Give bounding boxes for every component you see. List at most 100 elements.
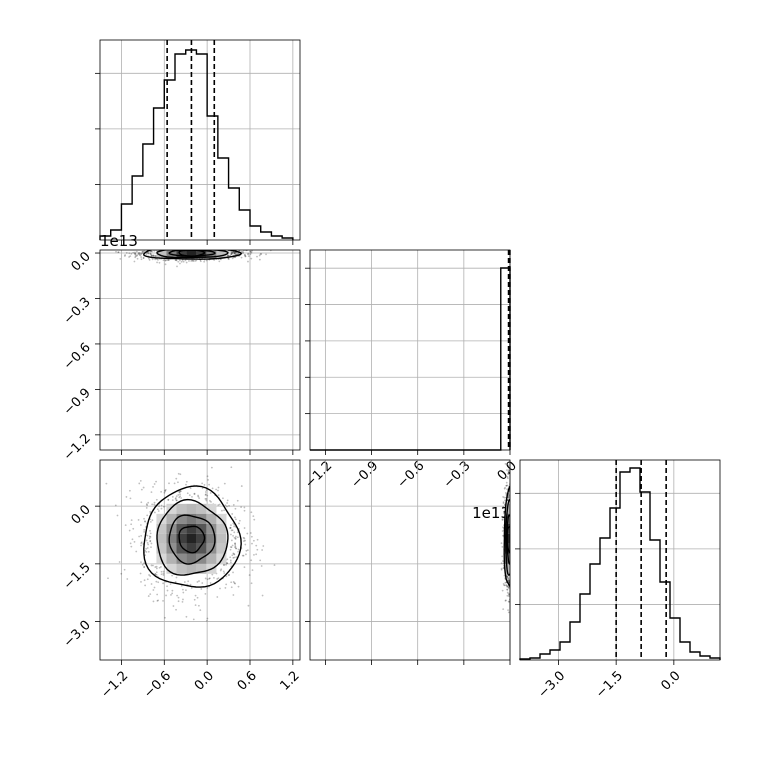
param-3-vs-param-2-sample-point — [513, 572, 515, 574]
param-3-vs-param-1-plot-area — [105, 466, 276, 622]
param-3-vs-param-2-sample-point — [514, 488, 516, 490]
param-3-vs-param-1-sample-point — [156, 599, 159, 602]
param-3-vs-param-1-sample-point — [230, 533, 232, 536]
param-3-vs-param-2-sample-point — [512, 595, 514, 597]
param-2-vs-param-1-frame — [99, 249, 301, 451]
param-3-vs-param-1-sample-point — [243, 509, 246, 512]
param-3-vs-param-2-sample-point — [514, 551, 516, 553]
param-3-vs-param-1-sample-point — [261, 594, 264, 597]
marginal-param-2-histogram — [310, 267, 511, 451]
param-3-vs-param-1-sample-point — [229, 527, 231, 529]
param-3-vs-param-2-sample-point — [506, 576, 509, 578]
param-3-vs-param-2-sample-point — [513, 508, 515, 510]
marginal-param-2-offset-label: 1e13 — [472, 504, 510, 522]
param-3-vs-param-2-sample-point — [507, 611, 510, 614]
param-3-vs-param-1-sample-point — [160, 507, 163, 510]
param-3-vs-param-1-sample-point — [206, 617, 209, 620]
param-2-vs-param-1-sample-point — [166, 247, 168, 249]
param-2-vs-param-1-sample-point — [150, 254, 153, 256]
param-3-vs-param-2-sample-point — [511, 576, 513, 578]
param-3-vs-param-1-sample-point — [151, 503, 154, 506]
param-3-vs-param-2-sample-point — [513, 567, 515, 569]
param-2-vs-param-1-sample-point — [234, 252, 236, 254]
param-2-vs-param-1-sample-point — [198, 244, 200, 246]
param-3-vs-param-1-sample-point — [160, 565, 162, 568]
param-3-vs-param-1-sample-point — [233, 553, 236, 556]
param-3-vs-param-2-sample-point — [516, 528, 518, 530]
param-2-vs-param-1-sample-point — [256, 255, 258, 258]
param-3-vs-param-2-sample-point — [516, 528, 518, 530]
param-3-vs-param-2-sample-point — [508, 451, 510, 453]
param-3-vs-param-1-density-cell — [176, 543, 187, 554]
param-2-vs-param-1-sample-point — [140, 252, 143, 255]
param-3-vs-param-1-sample-point — [125, 496, 128, 498]
param-3-vs-param-2-sample-point — [514, 489, 516, 491]
param-2-vs-param-1-sample-point — [192, 259, 195, 262]
param-3-vs-param-2-sample-point — [501, 589, 504, 592]
param-3-vs-param-2-sample-point — [500, 568, 503, 571]
param-2-vs-param-1-sample-point — [151, 247, 153, 249]
param-3-vs-param-1-sample-point — [164, 490, 167, 493]
param-3-vs-param-1-sample-point — [206, 494, 209, 497]
param-3-vs-param-1-density-cell — [216, 523, 227, 534]
param-2-vs-param-1-sample-point — [166, 247, 168, 249]
param-3-vs-param-2-sample-point — [504, 486, 506, 489]
param-3-vs-param-1-sample-point — [226, 562, 229, 565]
param-3-vs-param-1-sample-point — [196, 596, 199, 599]
param-2-vs-param-1-sample-point — [226, 254, 229, 257]
param-3-vs-param-1-sample-point — [230, 546, 232, 548]
param-3-vs-param-1-sample-point — [175, 495, 178, 498]
param-2-vs-param-1-sample-point — [152, 254, 155, 257]
param-2-vs-param-1-sample-point — [230, 247, 232, 249]
param-2-vs-param-1-sample-point — [219, 243, 221, 245]
param-3-vs-param-2-sample-point — [516, 575, 518, 577]
param-3-vs-param-2-sample-point — [507, 470, 510, 472]
param-2-vs-param-1-sample-point — [230, 252, 233, 254]
param-3-vs-param-1-sample-point — [235, 547, 238, 550]
param-3-vs-param-1-sample-point — [140, 580, 142, 583]
param-3-vs-param-1-sample-point — [145, 539, 148, 542]
param-2-vs-param-1-sample-point — [128, 252, 131, 255]
param-3-vs-param-2-sample-point — [504, 499, 506, 502]
param-3-vs-param-2-sample-point — [512, 584, 514, 586]
param-2-vs-param-1-sample-point — [130, 252, 133, 255]
param-2-vs-param-1-sample-point — [249, 253, 252, 256]
param-2-vs-param-1-sample-point — [143, 250, 146, 253]
param-3-vs-param-1-sample-point — [235, 547, 237, 550]
param-2-vs-param-1-sample-point — [203, 260, 206, 263]
param-3-vs-param-2-sample-point — [502, 506, 505, 509]
param-3-vs-param-1-sample-point — [165, 594, 167, 597]
param-3-vs-param-1-sample-point — [230, 524, 232, 527]
param-3-vs-param-1-sample-point — [243, 537, 246, 540]
param-2-vs-param-1-sample-point — [171, 247, 173, 249]
param-3-vs-param-1-density-cell — [176, 513, 187, 524]
param-3-vs-param-1-sample-point — [150, 583, 153, 585]
param-2-vs-param-1-sample-point — [140, 248, 142, 250]
param-3-vs-param-1-frame — [99, 459, 301, 661]
param-3-vs-param-1-sample-point — [242, 554, 245, 557]
param-3-vs-param-2-sample-point — [512, 586, 514, 588]
param-2-vs-param-1-sample-point — [173, 246, 175, 248]
param-2-vs-param-1-sample-point — [174, 246, 176, 248]
param-2-vs-param-1-sample-point — [139, 252, 141, 255]
param-3-vs-param-1-sample-point — [180, 585, 183, 587]
param-3-vs-param-1-sample-point — [152, 564, 154, 567]
param-3-vs-param-2-sample-point — [514, 595, 516, 597]
param-2-vs-param-1-sample-point — [141, 252, 144, 255]
param-3-vs-param-1-sample-point — [230, 539, 233, 542]
param-2-vs-param-1-sample-point — [176, 265, 178, 268]
param-2-vs-param-1-sample-point — [247, 260, 249, 263]
param-2-vs-param-1-sample-point — [244, 254, 246, 257]
param-3-vs-param-2-sample-point — [512, 501, 514, 503]
param-3-vs-param-1-sample-point — [197, 494, 199, 497]
param-2-vs-param-1-sample-point — [230, 253, 233, 256]
param-2-vs-param-1-sample-point — [247, 252, 250, 255]
param-3-vs-param-1-density-cell — [196, 503, 207, 514]
param-3-vs-param-1-sample-point — [232, 556, 235, 559]
param-2-vs-param-1-sample-point — [134, 256, 137, 259]
param-3-vs-param-1-sample-point — [240, 506, 243, 508]
param-2-vs-param-1-sample-point — [215, 248, 217, 250]
param-3-vs-param-1-sample-point — [107, 577, 109, 580]
param-3-vs-param-1-sample-point — [138, 535, 141, 538]
param-3-vs-param-2-sample-point — [513, 568, 515, 570]
